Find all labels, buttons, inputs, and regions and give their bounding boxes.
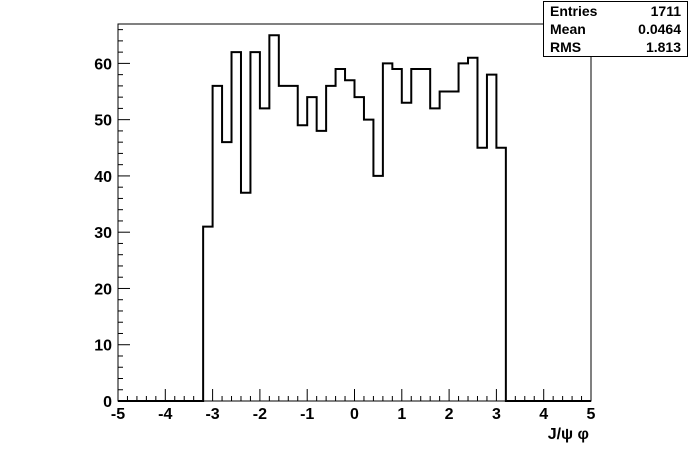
- x-tick-label: -4: [158, 406, 172, 423]
- y-tick-label: 0: [103, 394, 112, 411]
- x-tick-label: 3: [492, 406, 501, 423]
- y-tick-label: 60: [94, 56, 112, 73]
- stats-rms-label: RMS: [550, 39, 582, 55]
- stats-rms-value: 1.813: [645, 39, 681, 55]
- stats-box: Entries 1711 Mean 0.0464 RMS 1.813: [543, 1, 688, 57]
- stats-entries-label: Entries: [550, 3, 598, 19]
- x-tick-label: 2: [445, 406, 454, 423]
- stats-row-entries: Entries 1711: [544, 2, 687, 20]
- x-tick-label: 1: [397, 406, 406, 423]
- x-tick-label: -3: [205, 406, 219, 423]
- y-tick-label: 30: [94, 225, 112, 242]
- y-tick-label: 40: [94, 169, 112, 186]
- x-tick-label: -1: [300, 406, 314, 423]
- histogram-outline: [118, 34, 591, 402]
- x-axis: -5 -4 -3 -2 -1 0 1 2 3 4 5: [111, 389, 596, 423]
- x-tick-label: -5: [111, 406, 125, 423]
- x-tick-label: 5: [587, 406, 596, 423]
- x-axis-label: J/ψ φ: [548, 426, 589, 443]
- x-tick-label: -2: [253, 406, 267, 423]
- x-tick-label: 0: [350, 406, 359, 423]
- y-axis: 0 10 20 30 40 50 60: [94, 29, 130, 411]
- x-tick-label: 4: [539, 406, 548, 423]
- y-tick-label: 50: [94, 113, 112, 130]
- stats-entries-value: 1711: [650, 3, 681, 19]
- stats-row-mean: Mean 0.0464: [544, 20, 687, 38]
- stats-mean-value: 0.0464: [638, 21, 681, 37]
- y-tick-label: 20: [94, 281, 112, 298]
- y-tick-label: 10: [94, 338, 112, 355]
- stats-row-rms: RMS 1.813: [544, 38, 687, 56]
- stats-mean-label: Mean: [550, 21, 586, 37]
